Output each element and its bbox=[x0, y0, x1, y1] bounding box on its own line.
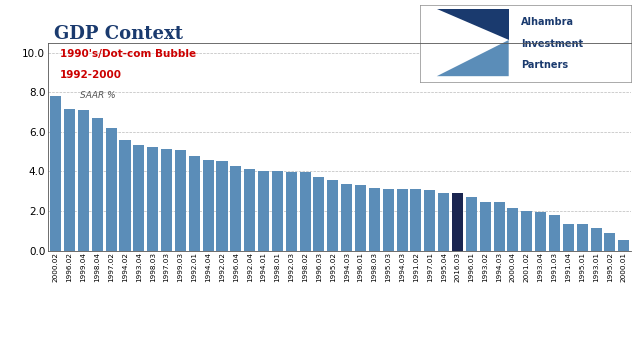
Polygon shape bbox=[437, 40, 509, 76]
Bar bbox=[258, 170, 269, 251]
Bar bbox=[133, 145, 144, 251]
Bar bbox=[147, 147, 158, 251]
Bar bbox=[494, 202, 504, 251]
Bar bbox=[161, 149, 172, 251]
Bar bbox=[577, 224, 588, 251]
Bar bbox=[618, 240, 629, 251]
Bar bbox=[328, 180, 338, 251]
Text: SAAR %: SAAR % bbox=[80, 91, 116, 100]
Bar bbox=[590, 228, 602, 251]
Bar bbox=[424, 190, 435, 251]
Bar bbox=[188, 156, 200, 251]
Bar bbox=[397, 189, 408, 251]
Bar bbox=[175, 150, 186, 251]
Text: 1990's/Dot-com Bubble: 1990's/Dot-com Bubble bbox=[60, 49, 196, 59]
Bar bbox=[438, 193, 449, 251]
Bar bbox=[217, 161, 228, 251]
Text: GDP Context: GDP Context bbox=[54, 25, 183, 43]
Bar bbox=[521, 211, 532, 251]
Polygon shape bbox=[437, 9, 509, 40]
Bar bbox=[119, 140, 131, 251]
Bar bbox=[508, 208, 519, 251]
Bar bbox=[286, 172, 297, 251]
Bar bbox=[535, 212, 546, 251]
Text: Alhambra: Alhambra bbox=[521, 17, 574, 27]
Bar bbox=[50, 96, 62, 251]
Bar bbox=[313, 177, 324, 251]
Text: 1992-2000: 1992-2000 bbox=[60, 70, 122, 80]
Bar bbox=[549, 215, 560, 251]
Bar bbox=[479, 202, 491, 251]
Bar bbox=[369, 188, 380, 251]
Bar bbox=[78, 110, 89, 251]
Bar bbox=[92, 118, 103, 251]
Bar bbox=[106, 128, 117, 251]
Bar bbox=[64, 109, 75, 251]
Bar bbox=[452, 193, 463, 251]
Bar bbox=[341, 184, 352, 251]
Bar bbox=[604, 233, 615, 251]
Text: Partners: Partners bbox=[521, 61, 569, 71]
Bar bbox=[466, 197, 477, 251]
Bar bbox=[203, 160, 213, 251]
Text: Investment: Investment bbox=[521, 39, 583, 49]
Bar bbox=[299, 173, 311, 251]
Bar bbox=[244, 169, 255, 251]
Bar bbox=[355, 185, 366, 251]
Bar bbox=[410, 189, 422, 251]
Bar bbox=[230, 165, 242, 251]
Bar bbox=[563, 223, 574, 251]
Bar bbox=[272, 171, 283, 251]
Bar bbox=[383, 189, 394, 251]
